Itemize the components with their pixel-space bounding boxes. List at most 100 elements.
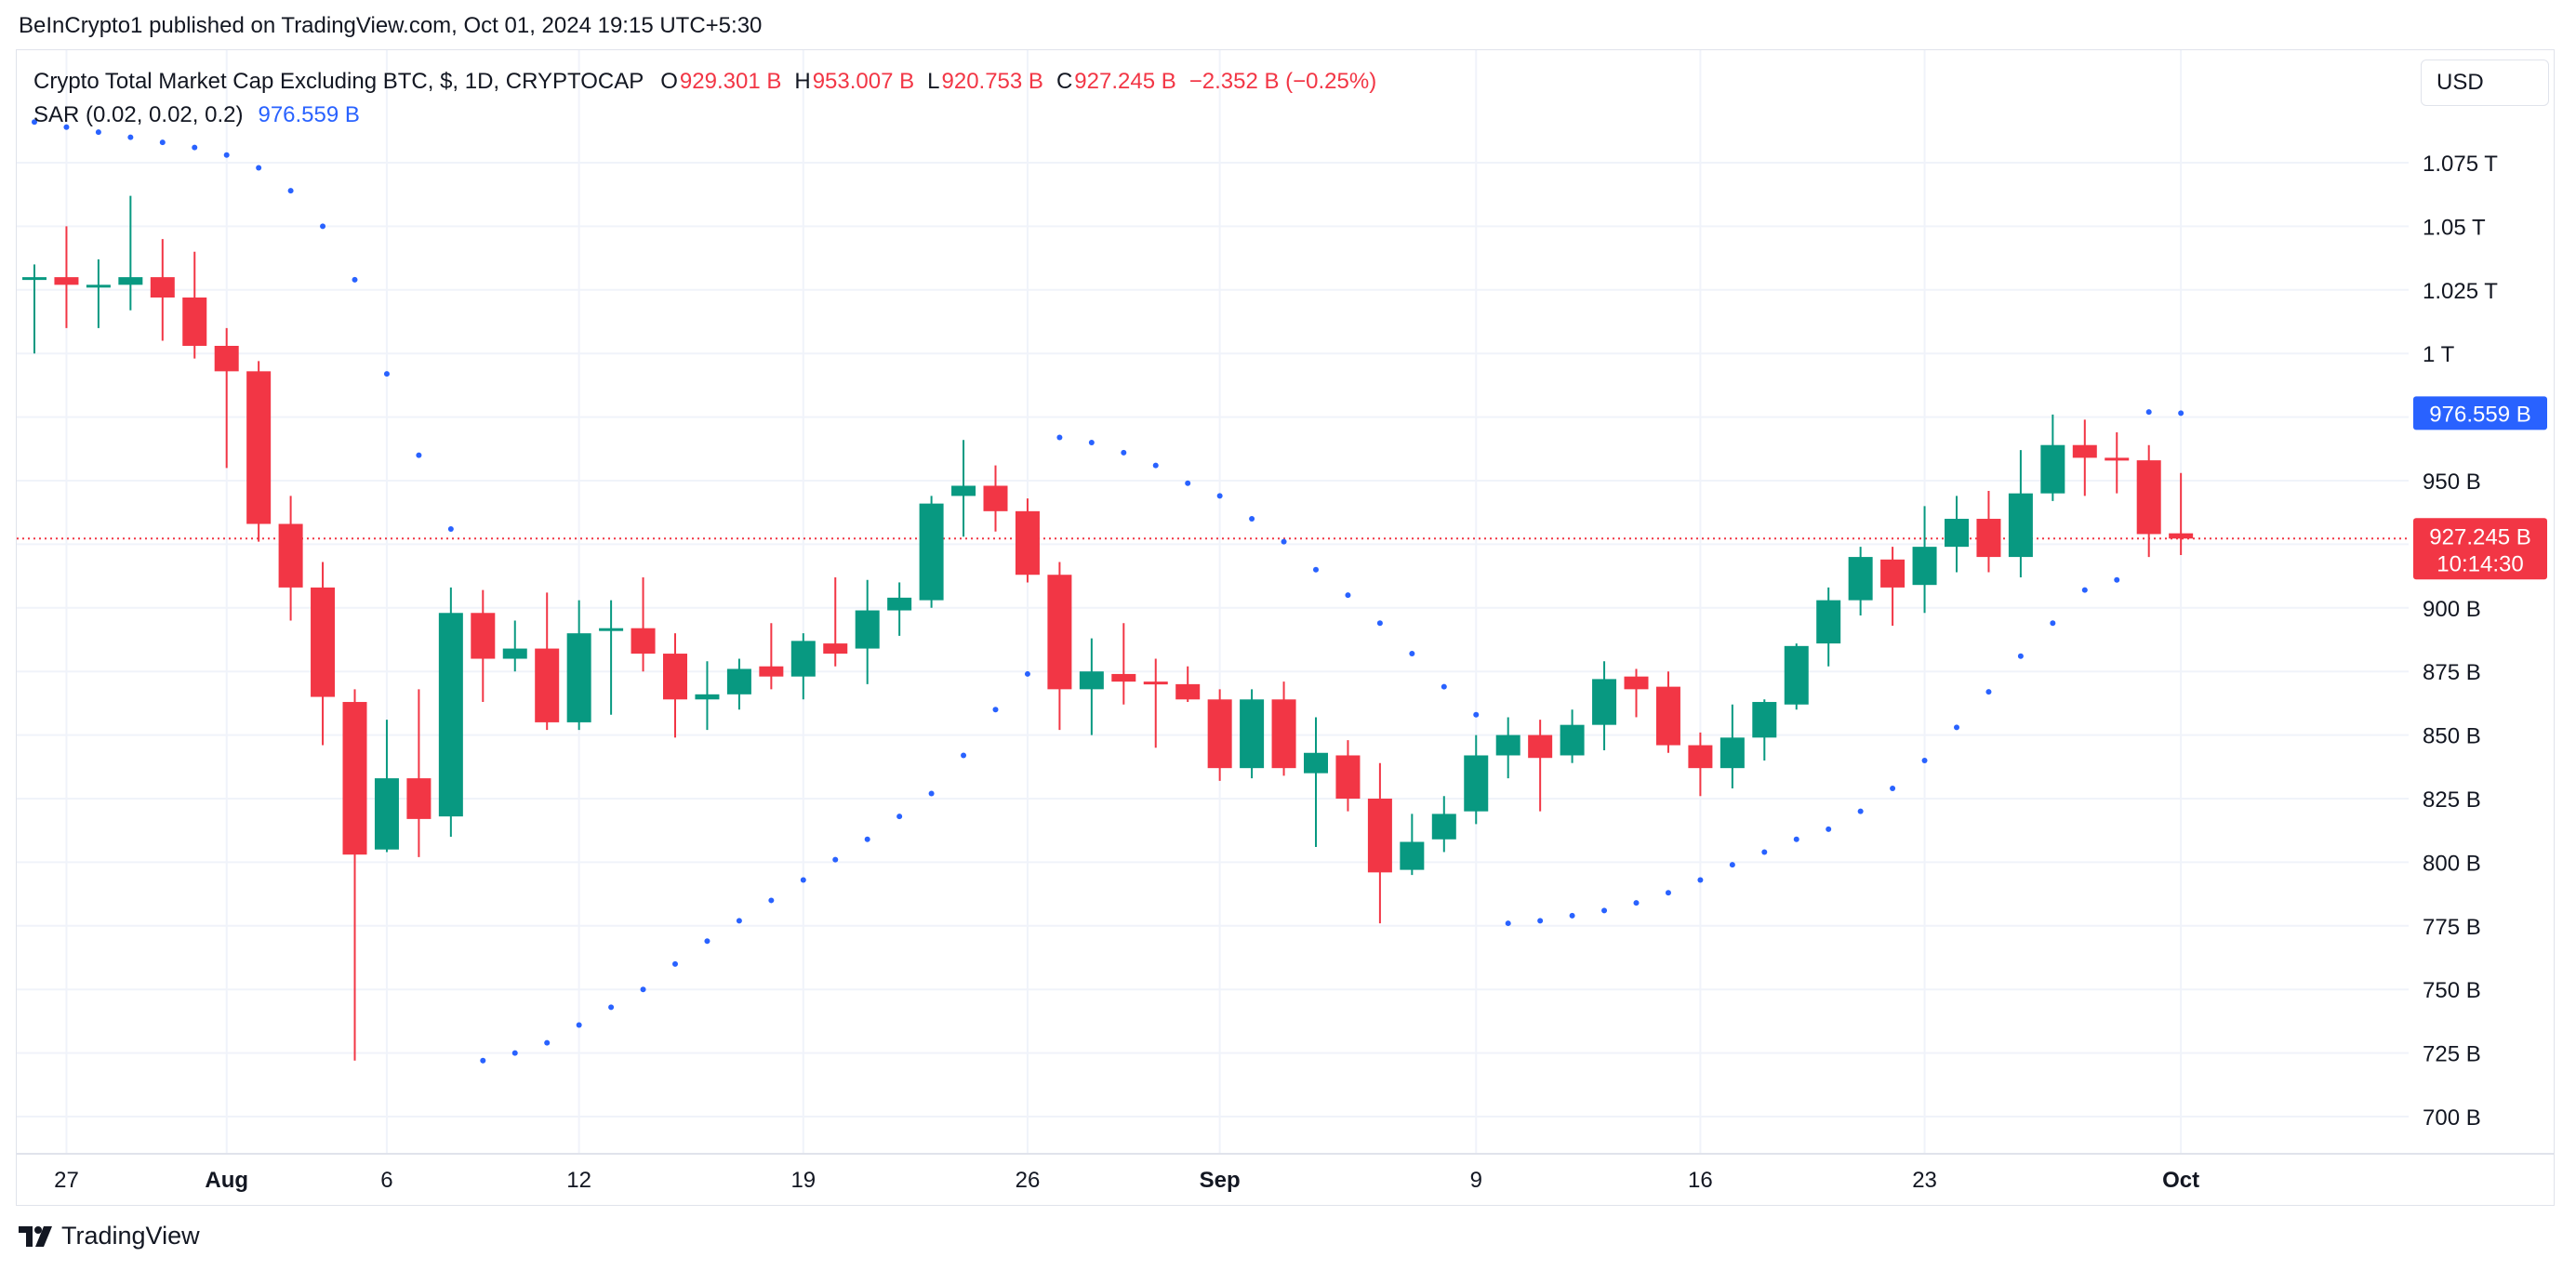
candle-body (1304, 752, 1328, 774)
candle[interactable] (566, 600, 591, 731)
candle[interactable] (1880, 547, 1905, 626)
candle[interactable] (1592, 661, 1617, 751)
candle[interactable] (535, 592, 560, 731)
sar-dot (1376, 620, 1383, 627)
currency-button[interactable]: USD (2421, 60, 2549, 106)
candle[interactable] (2169, 472, 2194, 556)
candle[interactable] (182, 251, 207, 359)
sar-dot (768, 897, 775, 904)
candle[interactable] (1047, 562, 1072, 731)
candle-body (150, 277, 175, 298)
candle[interactable] (2040, 414, 2065, 501)
sar-indicator-label[interactable]: SAR (0.02, 0.02, 0.2) (33, 102, 244, 127)
candle[interactable] (1207, 689, 1232, 781)
candle[interactable] (1655, 671, 1680, 753)
candle[interactable] (246, 361, 272, 542)
candle[interactable] (1367, 762, 1392, 924)
candle[interactable] (2136, 444, 2161, 558)
candle-body (663, 654, 687, 700)
candle[interactable] (663, 633, 687, 738)
candle-body (406, 778, 432, 819)
candle[interactable] (2072, 419, 2097, 496)
candle[interactable] (599, 600, 624, 715)
sar-dot (736, 918, 742, 924)
symbol-title[interactable]: Crypto Total Market Cap Excluding BTC, $… (33, 69, 644, 94)
candle[interactable] (22, 264, 46, 354)
candle[interactable] (1720, 704, 1745, 789)
x-tick-label: 9 (1470, 1168, 1482, 1193)
candle[interactable] (1143, 658, 1168, 748)
candle[interactable] (919, 496, 944, 608)
candle[interactable] (1912, 506, 1937, 614)
candle[interactable] (983, 465, 1008, 532)
candle[interactable] (1431, 796, 1456, 853)
candle[interactable] (1624, 668, 1649, 718)
candle[interactable] (1464, 734, 1489, 825)
candle[interactable] (951, 440, 976, 537)
candle[interactable] (54, 226, 79, 328)
candle[interactable] (887, 582, 912, 636)
sar-dot (928, 790, 935, 797)
candle[interactable] (502, 620, 527, 672)
candle[interactable] (1752, 699, 1777, 761)
candle[interactable] (1976, 490, 2001, 573)
candle[interactable] (471, 589, 496, 703)
candle[interactable] (726, 658, 751, 710)
candle[interactable] (214, 327, 239, 469)
x-axis[interactable]: 27 Aug 6 12 19 26 Sep 9 16 23 Oct (17, 1153, 2554, 1193)
candle[interactable] (342, 689, 367, 1061)
sar-dot (159, 139, 166, 146)
y-tick-label: 750 B (2423, 978, 2481, 1003)
candle[interactable] (1175, 666, 1201, 703)
candle[interactable] (823, 576, 848, 667)
sar-dot (32, 119, 37, 126)
candle[interactable] (855, 579, 880, 684)
tradingview-logo-icon (19, 1225, 52, 1247)
candle[interactable] (2105, 432, 2130, 494)
candle[interactable] (2008, 450, 2033, 577)
candle-body (1400, 841, 1425, 870)
candle[interactable] (695, 661, 720, 731)
candle[interactable] (1400, 814, 1425, 876)
sar-row: SAR (0.02, 0.02, 0.2) 976.559 B (33, 99, 1376, 132)
candle[interactable] (1111, 623, 1136, 705)
candle-body (919, 503, 944, 601)
candle[interactable] (374, 720, 399, 853)
low-value: 920.753 B (941, 69, 1043, 94)
sar-dot (1088, 439, 1095, 445)
candle-body (1752, 702, 1777, 738)
candle[interactable] (759, 623, 784, 690)
candle[interactable] (1784, 643, 1809, 710)
candle[interactable] (1848, 547, 1873, 616)
sar-dot (1697, 877, 1704, 883)
candle[interactable] (1271, 681, 1296, 776)
candle[interactable] (1528, 720, 1553, 812)
candle[interactable] (1015, 498, 1040, 583)
sar-dot (1152, 462, 1159, 469)
candle[interactable] (86, 258, 111, 328)
candle[interactable] (150, 239, 175, 341)
candle[interactable] (1240, 689, 1265, 779)
candle[interactable] (406, 689, 432, 857)
candle[interactable] (631, 576, 656, 672)
candle[interactable] (278, 496, 303, 621)
candle[interactable] (438, 587, 463, 838)
candle[interactable] (1560, 709, 1585, 763)
candle[interactable] (1495, 717, 1520, 779)
candle-body (566, 633, 591, 722)
candle[interactable] (118, 195, 143, 311)
candle[interactable] (1816, 587, 1841, 667)
y-tick-label: 875 B (2423, 660, 2481, 685)
sar-dot (1185, 480, 1191, 486)
candle[interactable] (1945, 496, 1969, 573)
candle[interactable] (1079, 638, 1104, 735)
candle[interactable] (1335, 740, 1361, 812)
candle[interactable] (1304, 717, 1328, 847)
candle[interactable] (311, 562, 336, 746)
tradingview-footer[interactable]: TradingView (19, 1222, 200, 1250)
candle[interactable] (790, 633, 816, 700)
x-tick-label: Sep (1200, 1168, 1241, 1193)
candle[interactable] (1688, 732, 1713, 797)
